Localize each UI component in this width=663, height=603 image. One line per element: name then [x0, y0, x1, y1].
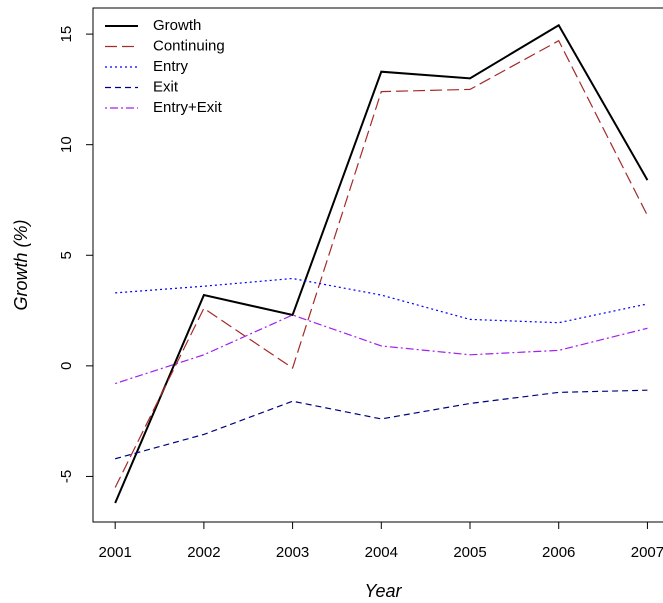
- y-tick-label: 10: [58, 136, 75, 153]
- x-tick-label: 2007: [631, 544, 663, 561]
- series-line: [115, 389, 648, 460]
- legend-label: Growth: [153, 17, 201, 34]
- series-line: [114, 314, 648, 385]
- y-axis-title: Growth (%): [11, 219, 31, 310]
- y-tick-label: 15: [58, 26, 75, 43]
- y-tick-label: 5: [58, 251, 75, 259]
- legend-label: Continuing: [153, 37, 225, 54]
- x-tick-label: 2002: [187, 544, 220, 561]
- x-tick-label: 2006: [542, 544, 575, 561]
- x-axis-title: Year: [364, 581, 402, 601]
- legend-label: Exit: [153, 78, 179, 95]
- plot-frame: [92, 7, 663, 523]
- series-line: [114, 23, 649, 504]
- y-tick-label: -5: [58, 470, 75, 483]
- legend-label: Entry: [153, 58, 189, 75]
- x-tick-label: 2005: [453, 544, 486, 561]
- legend-label: Entry+Exit: [153, 99, 223, 116]
- y-tick-label: 0: [58, 362, 75, 370]
- x-tick-label: 2003: [276, 544, 309, 561]
- x-tick-label: 2001: [98, 544, 131, 561]
- x-tick-label: 2004: [365, 544, 398, 561]
- series-line: [114, 39, 648, 488]
